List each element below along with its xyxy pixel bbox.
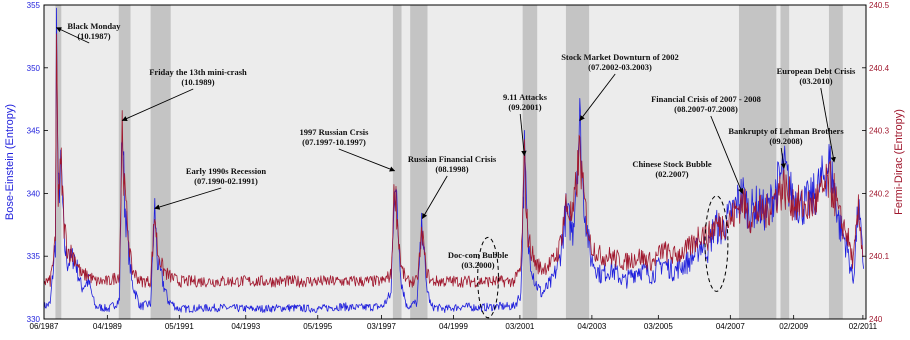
left-tick-label: 340: [27, 189, 41, 198]
annotation-title: Chinese Stock Bubble: [632, 159, 712, 169]
annotation-arrow: [121, 88, 194, 122]
crisis-band: [410, 5, 428, 319]
annotation-title: European Debt Crisis: [777, 66, 856, 76]
left-tick-label: 345: [27, 127, 41, 136]
annotation-arrow: [780, 147, 786, 169]
x-tick-label: 02/2009: [779, 322, 808, 331]
x-tick-label: 03/1997: [367, 322, 396, 331]
bubbles: [477, 195, 729, 319]
annotation-title: Black Monday: [67, 21, 121, 31]
right-tick-label: 240: [869, 315, 883, 324]
annotation-date: (09.2001): [508, 102, 541, 112]
x-tick-label: 02/2011: [849, 322, 878, 331]
annotation-date: (03.2000): [461, 260, 494, 270]
left-tick-label: 335: [27, 252, 41, 261]
x-tick-label: 05/1991: [165, 322, 194, 331]
annotation-arrow: [55, 27, 90, 44]
annotation-arrow: [579, 73, 616, 121]
series-lines: [43, 7, 864, 313]
bubble-ellipse: [704, 195, 729, 292]
x-tick-label: 04/1989: [93, 322, 122, 331]
annotation-arrow: [820, 87, 836, 163]
bose-einstein-line: [43, 7, 864, 313]
annotation-title: Financial Crisis of 2007 - 2008: [651, 94, 761, 104]
annotation-arrow: [154, 187, 222, 210]
fermi-dirac-line: [43, 33, 864, 288]
axes: 330 335 340 345 350 355 240 240.1 240.2 240.3 240.…: [27, 1, 890, 331]
x-tick-label: 05/1995: [303, 322, 332, 331]
x-tick-label: 04/2007: [716, 322, 745, 331]
crisis-band: [392, 5, 402, 319]
x-tick-label: 04/1993: [231, 322, 260, 331]
annotation-title: Early 1990s Recession: [186, 166, 267, 176]
right-tick-label: 240.2: [869, 189, 890, 198]
left-axis-label: Bose-Einstein (Entropy): [4, 104, 16, 220]
annotation-date: (07.1990-02.1991): [194, 176, 258, 186]
annotation-date: (07.1997-10.1997): [302, 137, 366, 147]
x-tick-label: 04/2003: [577, 322, 606, 331]
annotation-arrow: [710, 115, 744, 194]
right-tick-label: 240.3: [869, 127, 890, 136]
annotation-title: 1997 Russian Crsis: [300, 127, 370, 137]
crisis-band: [522, 5, 538, 319]
left-tick-label: 355: [27, 1, 41, 10]
x-tick-label: 06/1987: [30, 322, 59, 331]
annotation-title: Russian Financial Crisis: [408, 154, 497, 164]
annotation-date: (09.2008): [769, 136, 802, 146]
annotation-arrow: [338, 148, 396, 172]
left-tick-label: 350: [27, 64, 41, 73]
x-tick-label: 04/1999: [439, 322, 468, 331]
annotation-title: Stock Market Downturn of 2002: [561, 52, 679, 62]
crisis-band: [738, 5, 777, 319]
annotation-date: (10.1987): [77, 31, 110, 41]
right-tick-label: 240.4: [869, 64, 890, 73]
annotation-title: Friday the 13th mini-crash: [149, 67, 247, 77]
annotation-date: (08.1998): [435, 164, 468, 174]
annotation-date: (03.2010): [799, 76, 832, 86]
annotation-date: (07.2002-03.2003): [588, 62, 652, 72]
crisis-band: [150, 5, 171, 319]
x-tick-label: 03/2001: [505, 322, 534, 331]
annotation-title: 9.11 Attacks: [503, 92, 548, 102]
annotation-title: Doc-com Bubble: [448, 250, 508, 260]
crisis-band: [828, 5, 843, 319]
annotation-arrow: [421, 175, 448, 219]
annotation-title: Bankrupty of Lehman Brothers: [728, 126, 844, 136]
plot-background: [44, 5, 866, 319]
annotation-date: (08.2007-07.2008): [674, 104, 738, 114]
crisis-periods: [55, 5, 843, 319]
crisis-band: [118, 5, 131, 319]
left-tick-label: 330: [27, 315, 41, 324]
annotation-date: (10.1989): [181, 77, 214, 87]
right-tick-label: 240.1: [869, 252, 890, 261]
right-axis-label: Fermi-Dirac (Entropy): [893, 109, 905, 215]
annotation-arrow: [519, 113, 527, 157]
right-tick-label: 240.5: [869, 1, 890, 10]
annotation-date: (02.2007): [655, 169, 688, 179]
plot-frame: [43, 4, 867, 320]
crisis-band: [780, 5, 790, 319]
bubble-ellipse: [477, 236, 499, 319]
x-tick-label: 03/2005: [644, 322, 673, 331]
annotations: Black Monday(10.1987) Friday the 13th min…: [55, 21, 856, 270]
